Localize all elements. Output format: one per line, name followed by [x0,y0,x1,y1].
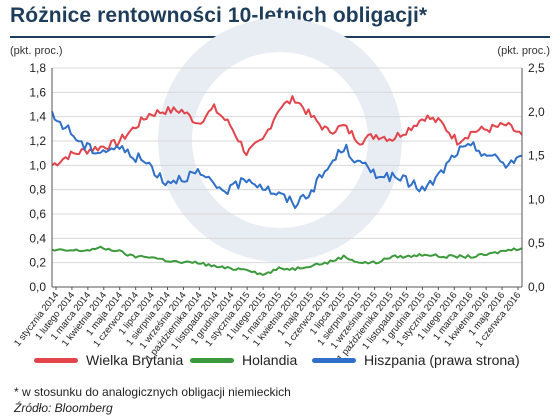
series-line-hiszpania [51,110,523,209]
source-note: Źródło: Bloomberg [14,401,113,415]
legend-label-hiszpania: Hiszpania (prawa strona) [364,352,520,368]
legend-item-holandia: Holandia [190,349,297,371]
right-tick-label: 2,5 [528,61,545,75]
legend-swatch-wielka-brytania [34,357,78,363]
right-tick-label: 0,5 [528,236,545,250]
legend-swatch-holandia [190,357,234,363]
legend-label-holandia: Holandia [242,352,298,368]
right-tick-label: 1,5 [528,149,545,163]
chart-title: Różnice rentowności 10-letnich obligacji… [10,4,428,27]
legend-swatch-hiszpania [312,357,356,363]
left-axis-unit-label: (pkt. proc.) [10,45,63,57]
left-tick-label: 1,4 [29,110,46,124]
left-tick-label: 0,0 [29,280,46,294]
left-tick-label: 0,8 [29,183,46,197]
legend-label-wielka-brytania: Wielka Brytania [86,352,184,368]
legend-item-hiszpania: Hiszpania (prawa strona) [312,349,520,371]
right-tick-label: 0,0 [528,280,545,294]
left-tick-label: 0,2 [29,256,46,270]
series-line-holandia [51,245,523,276]
left-tick-label: 1,2 [29,134,46,148]
watermark-ring [158,18,402,262]
left-tick-label: 1,0 [29,158,46,172]
grid-lines [52,18,522,288]
right-tick-label: 2,0 [528,105,545,119]
axes: 0,0 0,2 0,4 0,6 0,8 1,0 1,2 1,4 1,6 1,8 0,0 0,5 1,0 1… [29,61,545,294]
footnote: * w stosunku do analogicznych obligacji … [14,385,291,399]
left-tick-label: 0,6 [29,207,46,221]
right-tick-label: 1,0 [528,192,545,206]
left-tick-label: 1,6 [29,85,46,99]
left-tick-label: 0,4 [29,231,46,245]
right-axis-unit-label: (pkt. proc.) [497,45,550,57]
left-tick-label: 1,8 [29,61,46,75]
series-line-wielka [51,95,523,167]
legend-item-wielka-brytania: Wielka Brytania [34,349,183,371]
series-lines [51,95,523,276]
